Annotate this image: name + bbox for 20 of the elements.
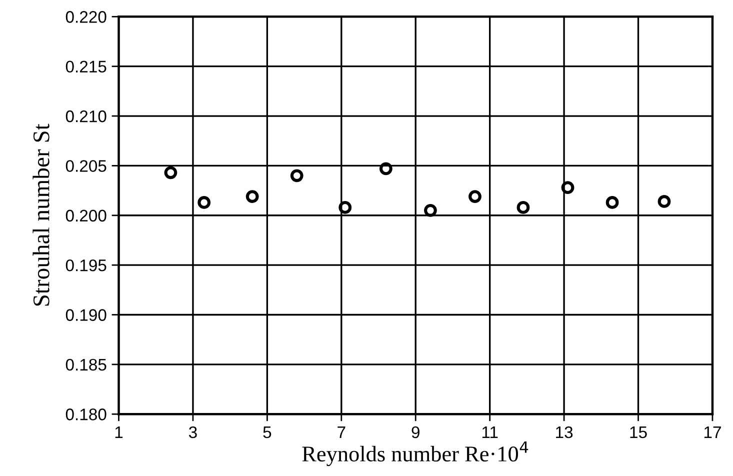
x-tick-label: 11 — [482, 426, 498, 438]
x-tick-label: 1 — [115, 426, 123, 438]
y-tick-label: 0.195 — [66, 259, 106, 272]
y-axis-title: Strouhal number St — [32, 124, 50, 306]
y-tick-label: 0.220 — [66, 11, 106, 23]
y-tick-label: 0.200 — [66, 210, 106, 222]
y-tick-label: 0.190 — [66, 309, 106, 321]
y-tick-label: 0.185 — [66, 358, 106, 371]
x-tick-label: 5 — [263, 426, 272, 438]
y-tick-label: 0.180 — [66, 408, 106, 420]
y-tick-label: 0.205 — [66, 160, 106, 172]
x-tick-label: 7 — [338, 426, 346, 438]
x-tick-label: 15 — [630, 426, 647, 438]
x-tick-label: 3 — [188, 426, 197, 438]
y-tick-label: 0.215 — [66, 60, 106, 73]
x-tick-label: 9 — [412, 426, 420, 438]
x-tick-label: 13 — [556, 426, 573, 438]
x-tick-label: 17 — [704, 426, 721, 438]
x-axis-title: Reynolds number Re·10$^{4}$ — [302, 441, 528, 466]
y-tick-label: 0.210 — [66, 110, 106, 122]
